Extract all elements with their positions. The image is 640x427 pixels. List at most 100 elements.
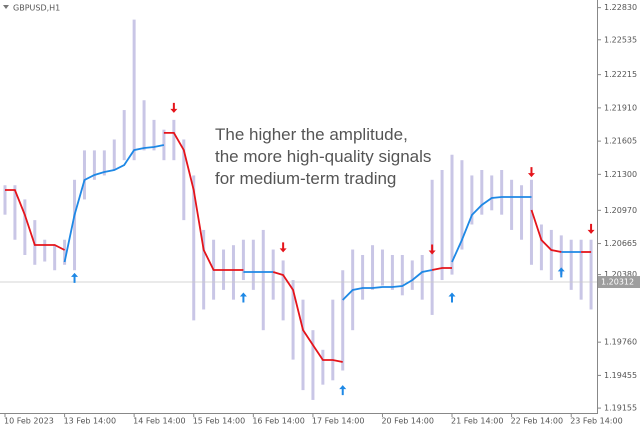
y-tick-label: 1.19155 (604, 404, 637, 413)
buy-arrow (448, 292, 456, 303)
y-tick-label: 1.20970 (604, 206, 637, 215)
price-bar (102, 150, 106, 176)
buy-arrow (557, 267, 565, 278)
price-bar (271, 249, 275, 300)
y-tick-label: 1.22215 (604, 70, 637, 79)
annotation: for medium-term trading (215, 169, 396, 188)
indicator-line (451, 196, 532, 263)
current-price-label: 1.20312 (601, 278, 634, 287)
price-bar (261, 229, 265, 331)
x-tick-label: 16 Feb 14:00 (252, 417, 304, 426)
x-tick-label: 23 Feb 14:00 (570, 417, 622, 426)
price-bar (569, 239, 573, 290)
price-bar (420, 254, 424, 300)
x-tick-label: 14 Feb 14:00 (133, 417, 185, 426)
y-tick-label: 1.22830 (604, 3, 637, 12)
price-bar (162, 129, 166, 161)
price-bar (440, 169, 444, 281)
annotation: The higher the amplitude, (215, 125, 408, 144)
price-bar (142, 100, 146, 151)
price-bar (380, 249, 384, 286)
price-bar (331, 299, 335, 381)
price-bar (341, 270, 345, 371)
price-bar (361, 254, 365, 300)
price-bar (43, 239, 47, 262)
price-bar (400, 254, 404, 296)
price-bar (202, 229, 206, 310)
price-bar (450, 154, 454, 275)
sell-arrow (587, 223, 595, 234)
y-tick-label: 1.21605 (604, 137, 637, 146)
sell-arrow (279, 242, 287, 253)
price-bar (291, 280, 295, 360)
price-bar (589, 239, 593, 310)
price-bar (520, 185, 524, 240)
y-tick-label: 1.19760 (604, 338, 637, 347)
indicator-line (272, 271, 343, 363)
price-bar (480, 169, 484, 215)
price-bar (3, 185, 7, 215)
y-tick-label: 1.21300 (604, 170, 637, 179)
price-bar (490, 175, 494, 211)
indicator-line (431, 267, 452, 271)
sell-arrow (428, 244, 436, 255)
price-bar (122, 110, 126, 161)
y-tick-label: 1.21910 (604, 103, 637, 112)
price-bar (301, 299, 305, 391)
indicator-line (530, 209, 562, 253)
price-bar (112, 139, 116, 170)
price-bar (182, 139, 186, 221)
price-bar (470, 175, 474, 225)
price-bar (549, 229, 553, 281)
price-bar (63, 239, 67, 265)
price-bar (281, 260, 285, 321)
buy-arrow (71, 272, 79, 283)
buy-arrow (339, 385, 347, 396)
x-tick-label: 17 Feb 14:00 (312, 417, 364, 426)
price-bar (82, 150, 86, 200)
indicator-line (342, 269, 433, 301)
price-bar (579, 239, 583, 300)
price-bar (92, 150, 96, 180)
price-bar (559, 235, 563, 275)
price-bar (13, 185, 17, 240)
price-bar (251, 239, 255, 290)
price-bar (410, 260, 414, 290)
price-bar (73, 179, 77, 271)
x-tick-label: 15 Feb 14:00 (193, 417, 245, 426)
x-tick-label: 13 Feb 14:00 (64, 417, 116, 426)
y-tick-label: 1.19455 (604, 371, 637, 380)
x-tick-label: 10 Feb 2023 (4, 417, 54, 426)
y-tick-label: 1.20380 (604, 270, 637, 279)
buy-arrow (239, 292, 247, 303)
price-bar (23, 199, 27, 255)
chart-title: GBPUSD,H1 (13, 4, 60, 13)
price-bar (241, 239, 245, 281)
price-bar (172, 119, 176, 161)
price-bar (132, 19, 136, 161)
price-bar (390, 254, 394, 290)
price-bar (539, 224, 543, 271)
indicator-line (5, 189, 66, 251)
price-bar (192, 175, 196, 321)
y-tick-label: 1.20665 (604, 239, 637, 248)
price-bar (231, 245, 235, 300)
price-bar (311, 330, 315, 400)
indicator-line (163, 132, 244, 271)
price-bar (510, 179, 514, 230)
x-tick-label: 21 Feb 14:00 (451, 417, 503, 426)
price-bar (460, 160, 464, 250)
x-tick-label: 22 Feb 14:00 (511, 417, 563, 426)
price-bar (371, 245, 375, 290)
annotation: the more high-quality signals (215, 147, 431, 166)
sell-arrow (527, 167, 535, 178)
price-bar (529, 179, 533, 265)
sell-arrow (170, 102, 178, 113)
price-bar (53, 245, 57, 271)
current-price-box (598, 276, 640, 289)
indicator-line (63, 144, 165, 263)
price-bar (152, 119, 156, 151)
price-bar (500, 169, 504, 215)
